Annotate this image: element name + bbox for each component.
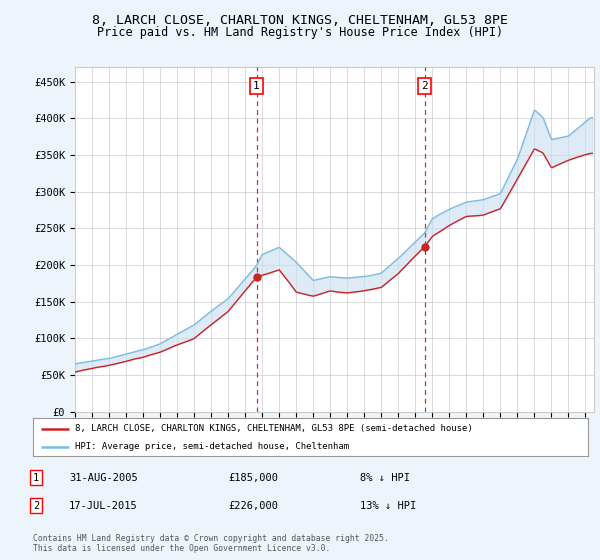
- Text: 8, LARCH CLOSE, CHARLTON KINGS, CHELTENHAM, GL53 8PE: 8, LARCH CLOSE, CHARLTON KINGS, CHELTENH…: [92, 14, 508, 27]
- Text: 13% ↓ HPI: 13% ↓ HPI: [360, 501, 416, 511]
- Text: HPI: Average price, semi-detached house, Cheltenham: HPI: Average price, semi-detached house,…: [74, 442, 349, 451]
- Text: 17-JUL-2015: 17-JUL-2015: [69, 501, 138, 511]
- Text: 8% ↓ HPI: 8% ↓ HPI: [360, 473, 410, 483]
- Text: £226,000: £226,000: [228, 501, 278, 511]
- Text: 1: 1: [33, 473, 39, 483]
- Text: 8, LARCH CLOSE, CHARLTON KINGS, CHELTENHAM, GL53 8PE (semi-detached house): 8, LARCH CLOSE, CHARLTON KINGS, CHELTENH…: [74, 424, 472, 433]
- Text: 2: 2: [421, 81, 428, 91]
- Text: Contains HM Land Registry data © Crown copyright and database right 2025.
This d: Contains HM Land Registry data © Crown c…: [33, 534, 389, 553]
- Text: Price paid vs. HM Land Registry's House Price Index (HPI): Price paid vs. HM Land Registry's House …: [97, 26, 503, 39]
- Text: 2: 2: [33, 501, 39, 511]
- Text: 1: 1: [253, 81, 260, 91]
- Text: £185,000: £185,000: [228, 473, 278, 483]
- Text: 31-AUG-2005: 31-AUG-2005: [69, 473, 138, 483]
